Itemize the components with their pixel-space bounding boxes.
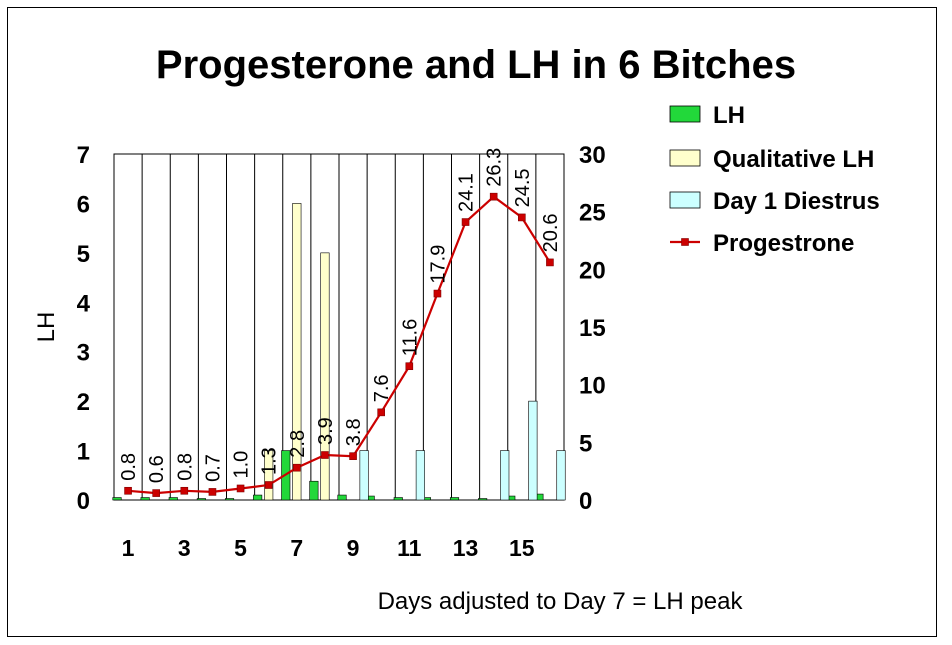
chart-title: Progesterone and LH in 6 Bitches bbox=[156, 43, 796, 87]
y-tick-label: 4 bbox=[77, 290, 91, 317]
x-tick-label: 13 bbox=[453, 535, 479, 561]
data-label-progestrone: 17.9 bbox=[427, 245, 449, 284]
legend-marker-progestrone bbox=[681, 238, 689, 246]
x-tick-label: 9 bbox=[347, 535, 360, 561]
marker-progestrone bbox=[264, 481, 273, 489]
data-label-progestrone: 3.8 bbox=[343, 418, 365, 446]
bar-lh bbox=[112, 497, 122, 501]
bar-lh bbox=[140, 497, 150, 501]
line-progestrone bbox=[128, 195, 551, 495]
data-label-progestrone: 26.3 bbox=[484, 148, 506, 187]
y2-tick-label: 0 bbox=[579, 488, 592, 515]
legend-label-progestrone: Progestrone bbox=[713, 230, 854, 257]
legend-swatch-qualitative-lh bbox=[669, 149, 701, 167]
marker-progestrone bbox=[489, 192, 498, 201]
bar-lh bbox=[168, 497, 178, 501]
y-tick-label: 6 bbox=[77, 191, 90, 218]
y-tick-label: 5 bbox=[77, 241, 90, 268]
legend-label-lh: LH bbox=[713, 102, 745, 129]
data-label-progestrone: 0.7 bbox=[202, 454, 224, 482]
marker-progestrone bbox=[321, 451, 329, 459]
marker-progestrone bbox=[124, 486, 132, 495]
bar-lh bbox=[253, 494, 263, 501]
data-label-progestrone: 3.9 bbox=[315, 417, 337, 445]
y2-tick-label: 5 bbox=[579, 430, 592, 457]
data-label-progestrone: 7.6 bbox=[371, 374, 393, 402]
marker-progestrone bbox=[180, 486, 189, 495]
x-tick-label: 15 bbox=[509, 535, 535, 561]
x-tick-label: 1 bbox=[122, 535, 135, 561]
bar-lh bbox=[478, 498, 488, 501]
legend-swatch-day-1-diestrus bbox=[669, 191, 701, 209]
marker-progestrone bbox=[546, 258, 554, 267]
marker-progestrone bbox=[152, 489, 160, 497]
data-label-progestrone: 1.0 bbox=[231, 451, 253, 479]
x-axis-label: Days adjusted to Day 7 = LH peak bbox=[378, 588, 744, 615]
marker-progestrone bbox=[377, 408, 385, 417]
bar-lh bbox=[309, 480, 319, 501]
data-label-progestrone: 2.8 bbox=[287, 430, 309, 458]
data-label-progestrone: 0.6 bbox=[146, 455, 168, 483]
data-label-progestrone: 0.8 bbox=[118, 453, 140, 481]
bar-day-1-diestrus bbox=[528, 400, 538, 501]
marker-progestrone bbox=[461, 218, 470, 226]
y-tick-label: 1 bbox=[77, 439, 90, 466]
legend-label-qualitative-lh: Qualitative LH bbox=[713, 146, 874, 173]
marker-progestrone bbox=[208, 488, 217, 496]
y2-tick-label: 10 bbox=[579, 373, 606, 400]
data-label-progestrone: 0.8 bbox=[174, 453, 196, 481]
y2-tick-label: 15 bbox=[579, 315, 606, 342]
y-tick-label: 0 bbox=[77, 488, 90, 515]
data-label-progestrone: 24.5 bbox=[512, 168, 534, 207]
bar-lh bbox=[449, 497, 460, 501]
chart-frame bbox=[7, 7, 937, 637]
data-label-progestrone: 24.1 bbox=[456, 173, 478, 212]
bar-qualitative-lh bbox=[320, 252, 330, 501]
bar-lh bbox=[224, 498, 235, 501]
x-tick-label: 7 bbox=[290, 535, 303, 561]
bar-day-1-diestrus bbox=[500, 450, 510, 501]
bar-qualitative-lh bbox=[264, 450, 274, 501]
y2-tick-label: 20 bbox=[579, 257, 606, 284]
x-tick-label: 3 bbox=[178, 535, 191, 561]
marker-progestrone bbox=[405, 362, 414, 371]
bar-day-1-diestrus bbox=[415, 450, 425, 501]
y-tick-label: 2 bbox=[77, 389, 90, 416]
marker-progestrone bbox=[236, 484, 245, 493]
y-tick-label: 7 bbox=[77, 142, 90, 169]
x-tick-label: 11 bbox=[397, 535, 422, 561]
data-label-progestrone: 20.6 bbox=[540, 213, 562, 252]
y2-tick-label: 30 bbox=[579, 142, 606, 169]
data-label-progestrone: 1.3 bbox=[259, 447, 281, 475]
marker-progestrone bbox=[349, 452, 357, 460]
bar-lh bbox=[196, 498, 206, 501]
marker-progestrone bbox=[518, 213, 526, 222]
y2-tick-label: 25 bbox=[579, 200, 606, 227]
legend: LH Qualitative LH Day 1 Diestrus Progestron… bbox=[669, 102, 880, 257]
data-label-progestrone: 11.6 bbox=[399, 319, 421, 356]
bar-day-1-diestrus bbox=[359, 450, 369, 501]
legend-label-day-1-diestrus: Day 1 Diestrus bbox=[713, 188, 880, 215]
y-axis-label: LH bbox=[33, 312, 60, 343]
bar-lh bbox=[337, 494, 347, 501]
y-tick-label: 3 bbox=[77, 340, 90, 367]
legend-swatch-lh bbox=[669, 105, 701, 123]
bar-day-1-diestrus bbox=[556, 450, 566, 501]
marker-progestrone bbox=[293, 463, 301, 472]
bar-lh bbox=[393, 497, 403, 501]
x-tick-label: 5 bbox=[234, 535, 247, 561]
bar-qualitative-lh bbox=[292, 203, 302, 501]
marker-progestrone bbox=[433, 289, 442, 298]
